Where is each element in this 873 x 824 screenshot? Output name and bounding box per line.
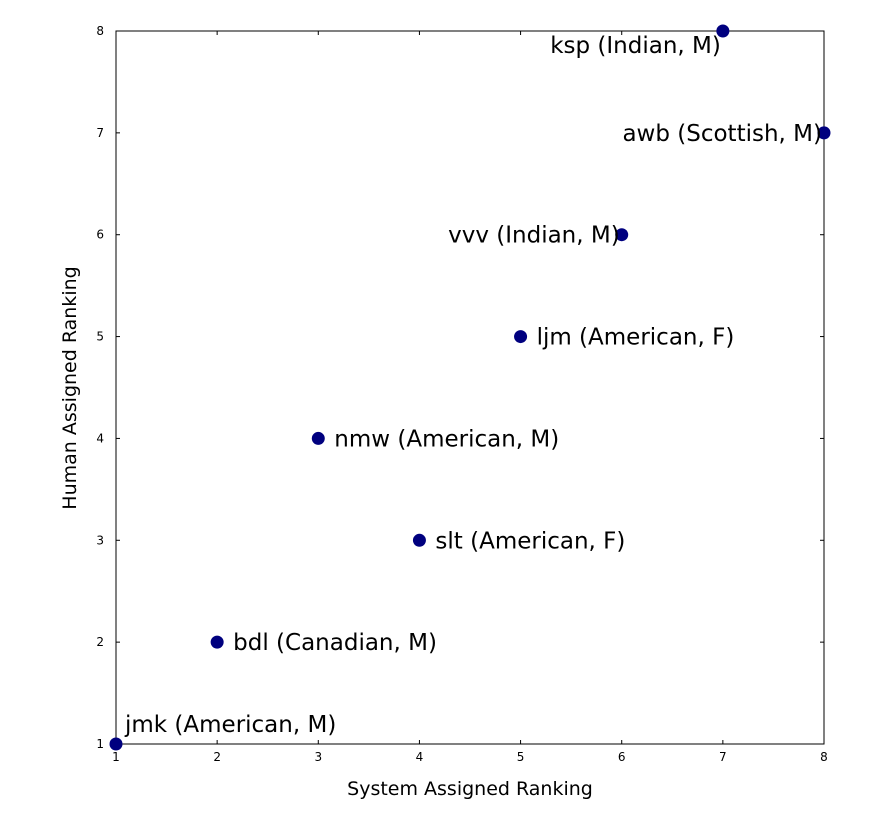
point-label: awb (Scottish, M) bbox=[622, 121, 822, 147]
y-tick-label: 7 bbox=[96, 126, 104, 140]
point-label: vvv (Indian, M) bbox=[448, 223, 620, 249]
data-point bbox=[817, 126, 831, 140]
x-tick-label: 7 bbox=[719, 750, 727, 764]
y-tick-label: 8 bbox=[96, 24, 104, 38]
data-point bbox=[311, 431, 325, 445]
data-point bbox=[210, 635, 224, 649]
data-point bbox=[109, 737, 123, 751]
point-label: bdl (Canadian, M) bbox=[233, 630, 437, 656]
data-point bbox=[412, 533, 426, 547]
y-tick-label: 5 bbox=[96, 330, 104, 344]
x-tick-label: 5 bbox=[517, 750, 525, 764]
point-label: ljm (American, F) bbox=[537, 325, 735, 351]
x-tick-label: 6 bbox=[618, 750, 626, 764]
x-tick-label: 2 bbox=[213, 750, 221, 764]
labels-layer: jmk (American, M) bdl (Canadian, M) nmw (A… bbox=[124, 33, 822, 738]
data-point bbox=[716, 24, 730, 38]
data-point bbox=[615, 228, 629, 242]
y-tick-label: 1 bbox=[96, 737, 104, 751]
point-label: nmw (American, M) bbox=[334, 426, 559, 452]
x-tick-label: 1 bbox=[112, 750, 120, 764]
point-label: ksp (Indian, M) bbox=[550, 33, 721, 59]
x-tick-label: 8 bbox=[820, 750, 828, 764]
points-layer bbox=[109, 24, 831, 751]
y-tick-label: 4 bbox=[96, 431, 104, 445]
data-point bbox=[514, 330, 528, 344]
x-tick-label: 3 bbox=[314, 750, 322, 764]
x-axis-title: System Assigned Ranking bbox=[347, 778, 593, 800]
point-label: jmk (American, M) bbox=[124, 712, 336, 738]
y-tick-label: 3 bbox=[96, 533, 104, 547]
y-axis-title: Human Assigned Ranking bbox=[59, 266, 81, 509]
y-tick-label: 2 bbox=[96, 635, 104, 649]
ticks-layer: 1 2 3 4 5 6 7 8 1 2 3 4 5 6 7 8 bbox=[96, 24, 827, 764]
plot-frame bbox=[115, 30, 825, 745]
point-label: slt (American, F) bbox=[435, 528, 625, 554]
x-tick-label: 4 bbox=[416, 750, 424, 764]
y-tick-label: 6 bbox=[96, 228, 104, 242]
